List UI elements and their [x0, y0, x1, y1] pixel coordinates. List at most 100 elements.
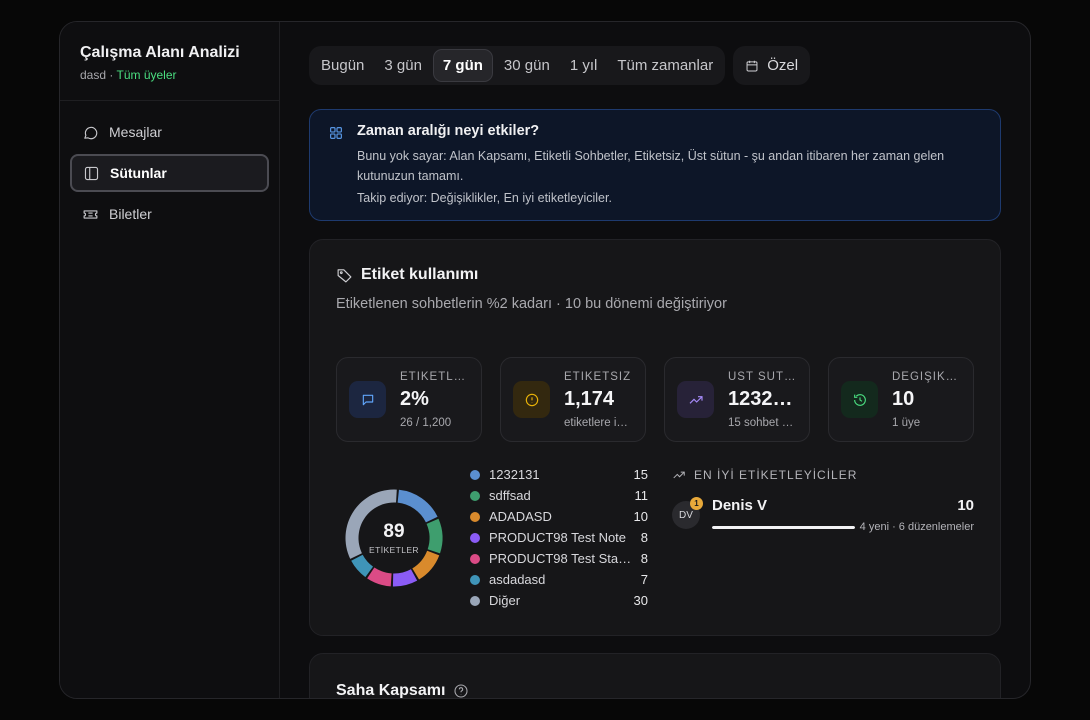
sidebar-item-messages[interactable]: Mesajlar [70, 113, 269, 151]
sidebar-item-label: Mesajlar [109, 124, 162, 140]
range-1y-button[interactable]: 1 yıl [569, 57, 598, 74]
legend-swatch [470, 553, 480, 564]
tag-usage-header: Etiket kullanımı [336, 266, 974, 284]
chat-icon [362, 394, 373, 405]
legend-item[interactable]: sdffsad 11 [470, 485, 648, 506]
top-taggers-header: EN İYİ ETİKETLEYİCİLER [672, 464, 974, 485]
donut-slice[interactable] [392, 569, 418, 587]
range-all-button[interactable]: Tüm zamanlar [617, 57, 714, 74]
legend-item[interactable]: asdadasd 7 [470, 569, 648, 590]
donut-slice[interactable] [345, 489, 397, 559]
legend-value: 11 [634, 488, 649, 503]
tag-usage-card: Etiket kullanımı Etiketlenen sohbetlerin… [309, 239, 1001, 636]
legend-item[interactable]: ADADASD 10 [470, 506, 648, 527]
legend-item[interactable]: 1232131 15 [470, 464, 648, 485]
main-content: Bugün 3 gün 7 gün 30 gün 1 yıl Tüm zaman… [280, 22, 1030, 698]
range-3d-button[interactable]: 3 gün [384, 57, 422, 74]
legend-item[interactable]: PRODUCT98 Test Note 8 [470, 527, 648, 548]
tagger-note: 4 yeni · 6 düzenlemeler [859, 521, 974, 533]
donut-slice[interactable] [412, 550, 440, 580]
tagger-row[interactable]: DV 1 Denis V 10 4 yeni · 6 düzenlemeler [672, 497, 974, 533]
stat-value: 10 [892, 387, 915, 410]
stat-note: 26 / 1,200 [400, 416, 452, 429]
donut-slice[interactable] [426, 518, 443, 554]
stat-top-column: ÜST SÜTUN 1232131 15 sohbet etiketlendi [664, 357, 810, 442]
stat-changes: DEĞİŞİKLİKLER 10 1 üye [828, 357, 974, 442]
stat-untagged: ETİKETSİZ 1,174 etiketlere ihtiyaç var [500, 357, 646, 442]
avatar: DV 1 [672, 497, 703, 529]
range-7d-button[interactable]: 7 gün [432, 49, 493, 82]
donut-svg [345, 489, 443, 587]
legend-value: 10 [633, 509, 648, 524]
info-callout: Zaman aralığı neyi etkiler? Bunu yok say… [309, 109, 1001, 221]
avatar-initials: DV [679, 509, 693, 521]
field-coverage-title: Saha Kapsamı [336, 682, 446, 698]
workspace-title: Çalışma Alanı Analizi [80, 44, 240, 61]
app-window: Çalışma Alanı Analizi dasd · Tüm üyeler … [59, 21, 1031, 699]
stat-label: ÜST SÜTUN [728, 370, 797, 383]
stat-icon-box [349, 381, 386, 418]
custom-range-label: Özel [767, 57, 799, 74]
stat-value: 1,174 [564, 387, 615, 410]
legend-label: 1232131 [489, 467, 540, 482]
date-range-toolbar: Bugün 3 gün 7 gün 30 gün 1 yıl Tüm zaman… [309, 46, 1001, 85]
donut-legend: 1232131 15 sdffsad 11 ADADASD 10 PRODUCT98 Tes… [470, 464, 648, 611]
legend-label: PRODUCT98 Test Status [489, 551, 636, 566]
tag-usage-subtitle: Etiketlenen sohbetlerin %2 kadarı · 10 b… [336, 296, 727, 312]
field-coverage-header: Saha Kapsamı [336, 682, 974, 698]
donut-total: 89 [383, 521, 405, 542]
alert-circle-icon [525, 393, 538, 406]
info-title: Zaman aralığı neyi etkiler? [357, 123, 540, 139]
calendar-icon [746, 60, 758, 71]
stat-icon-box [677, 381, 714, 418]
workspace-scope[interactable]: Tüm üyeler [116, 68, 177, 82]
custom-range-button[interactable]: Özel [733, 46, 811, 85]
tagger-progress-bar [712, 525, 855, 529]
legend-value: 30 [633, 593, 648, 608]
trending-up-icon [673, 471, 685, 478]
help-circle-icon[interactable] [453, 683, 469, 698]
range-today-button[interactable]: Bugün [321, 57, 365, 74]
stat-cards: ETİKETLENMİŞ 2% 26 / 1,200 ETİKETSİZ 1,1… [336, 357, 974, 442]
info-body: Zaman aralığı neyi etkiler? Bunu yok say… [357, 123, 982, 208]
top-taggers: EN İYİ ETİKETLEYİCİLER DV 1 Denis V 10 [672, 464, 974, 611]
tagger-progress-fill [712, 525, 855, 529]
tag-icon [337, 268, 352, 282]
workspace-separator: · [106, 68, 117, 82]
stat-value: 1232131 [728, 387, 797, 410]
legend-value: 8 [640, 551, 648, 566]
legend-swatch [470, 574, 480, 585]
donut-slice[interactable] [351, 554, 374, 578]
sidebar-item-columns[interactable]: Sütunlar [70, 154, 269, 192]
grid-icon [330, 127, 342, 139]
legend-value: 7 [640, 572, 648, 587]
tagger-name: Denis V [712, 497, 768, 514]
legend-item[interactable]: Diğer 30 [470, 590, 648, 611]
rank-badge: 1 [690, 497, 703, 510]
ticket-icon [83, 209, 98, 219]
sidebar-item-label: Biletler [109, 206, 152, 222]
sidebar-item-label: Sütunlar [110, 165, 167, 181]
info-ignores-text: Bunu yok sayar: Alan Kapsamı, Etiketli S… [357, 149, 945, 183]
legend-item[interactable]: PRODUCT98 Test Status 8 [470, 548, 648, 569]
stat-icon-box [513, 381, 550, 418]
range-selector: Bugün 3 gün 7 gün 30 gün 1 yıl Tüm zaman… [309, 46, 726, 85]
stat-note: 15 sohbet etiketlendi [728, 416, 797, 429]
history-icon [853, 393, 866, 406]
legend-label: sdffsad [489, 488, 531, 503]
trending-up-icon [689, 395, 703, 404]
top-taggers-title: EN İYİ ETİKETLEYİCİLER [694, 467, 858, 482]
range-30d-button[interactable]: 30 gün [503, 57, 550, 74]
legend-label: Diğer [489, 593, 521, 608]
donut-caption: ETİKETLER [369, 545, 419, 555]
workspace-subtitle: dasd · Tüm üyeler [80, 68, 259, 82]
sidebar: Çalışma Alanı Analizi dasd · Tüm üyeler … [60, 22, 280, 698]
donut-slice[interactable] [397, 489, 438, 523]
legend-swatch [470, 490, 480, 501]
sidebar-item-tickets[interactable]: Biletler [70, 195, 269, 233]
stat-label: ETİKETLENMİŞ [400, 370, 469, 383]
stat-tagged: ETİKETLENMİŞ 2% 26 / 1,200 [336, 357, 482, 442]
donut-slice[interactable] [367, 567, 392, 587]
legend-swatch [470, 532, 480, 543]
tagger-count: 10 [957, 497, 974, 514]
